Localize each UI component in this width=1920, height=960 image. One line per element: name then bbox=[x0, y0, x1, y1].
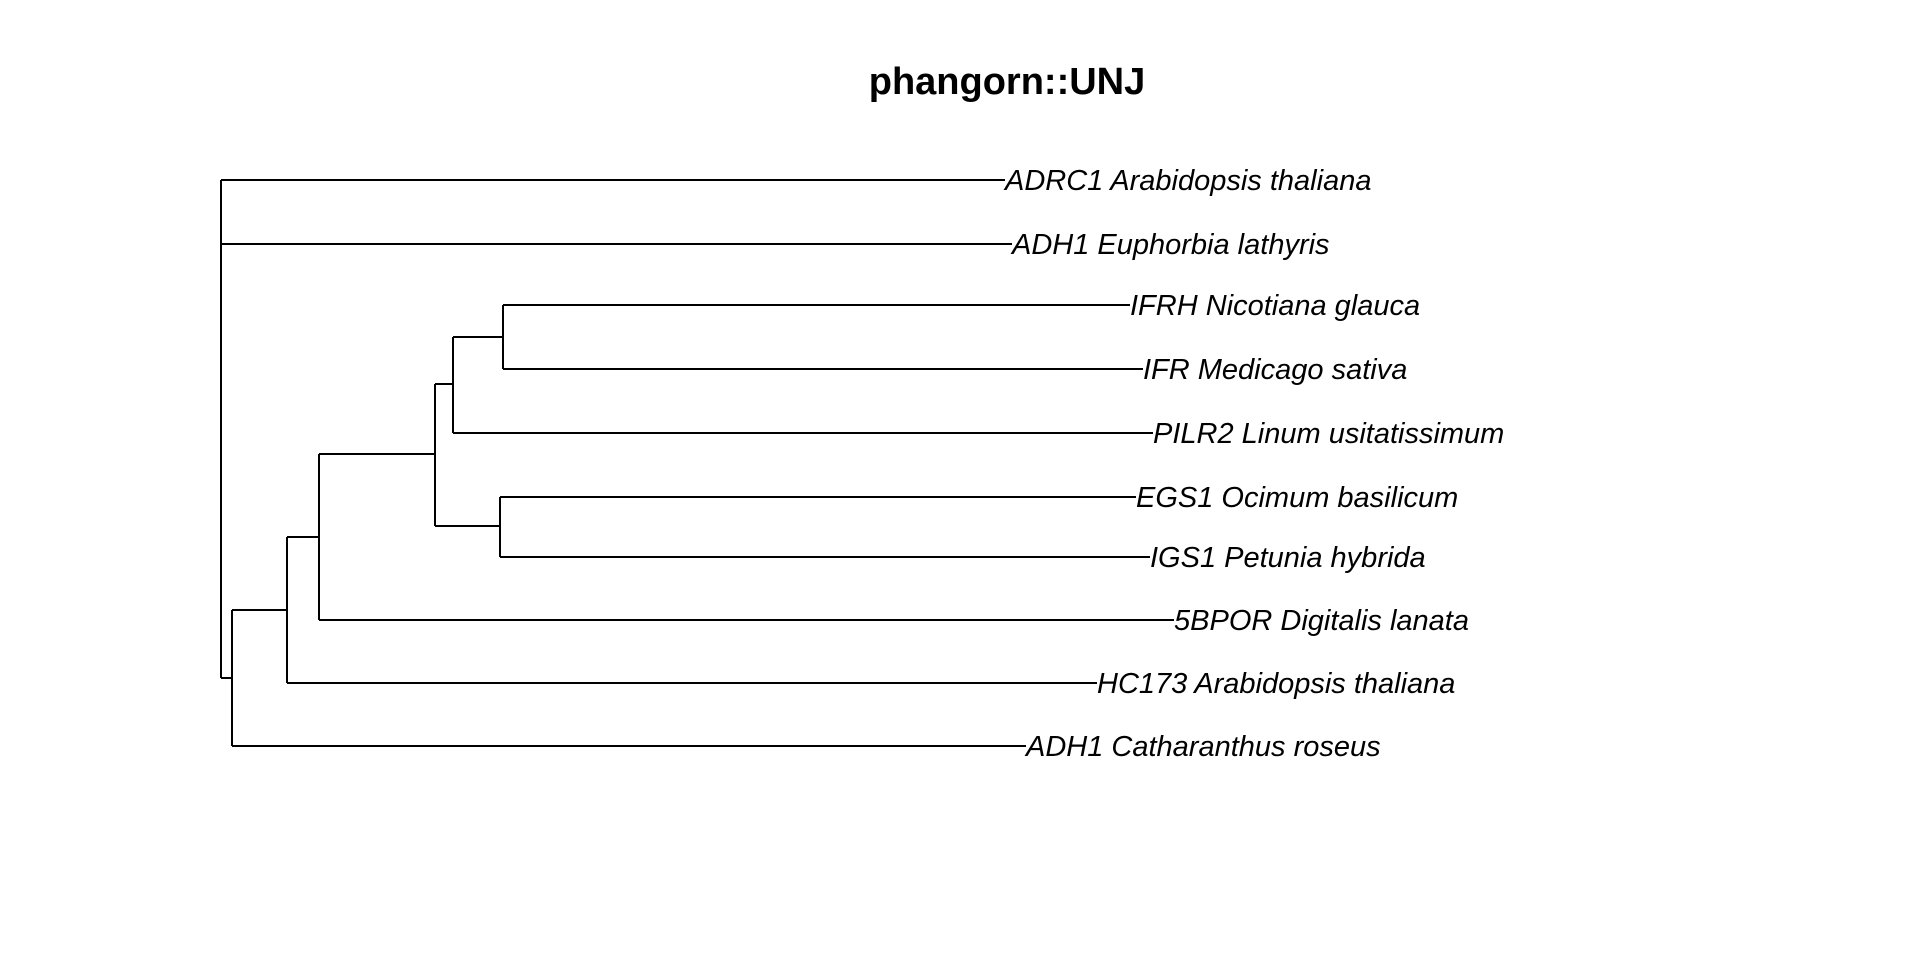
tip-label-t1: ADRC1 Arabidopsis thaliana bbox=[1003, 165, 1371, 197]
tip-label-t9: HC173 Arabidopsis thaliana bbox=[1097, 668, 1455, 700]
tip-label-t10: ADH1 Catharanthus roseus bbox=[1024, 731, 1381, 763]
tip-label-t3: IFRH Nicotiana glauca bbox=[1130, 290, 1420, 322]
tip-label-t4: IFR Medicago sativa bbox=[1143, 354, 1407, 386]
tree-edges bbox=[220, 179, 1174, 747]
tip-label-t5: PILR2 Linum usitatissimum bbox=[1153, 418, 1504, 450]
tip-label-t2: ADH1 Euphorbia lathyris bbox=[1010, 229, 1330, 261]
tip-label-t6: EGS1 Ocimum basilicum bbox=[1136, 482, 1458, 514]
tip-label-t7: IGS1 Petunia hybrida bbox=[1150, 542, 1426, 574]
tip-label-t8: 5BPOR Digitalis lanata bbox=[1174, 605, 1469, 637]
plot-title: phangorn::UNJ bbox=[869, 61, 1146, 103]
tip-labels: ADRC1 Arabidopsis thaliana ADH1 Euphorbia… bbox=[1003, 165, 1504, 763]
